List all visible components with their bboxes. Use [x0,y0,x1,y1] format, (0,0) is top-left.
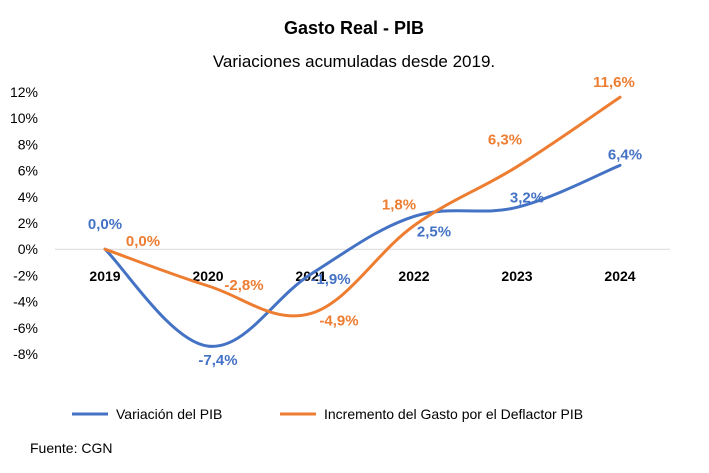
data-label: -4,9% [319,312,358,329]
data-label: -7,4% [198,352,237,369]
y-tick-label: 12% [10,84,38,100]
y-tick-label: -6% [13,320,38,336]
y-tick-label: 6% [18,163,38,179]
data-label: 6,3% [488,132,522,149]
data-label: 0,0% [126,233,160,250]
y-tick-label: 0% [18,241,38,257]
y-tick-label: 8% [18,136,38,152]
legend-label: Variación del PIB [116,406,222,422]
legend: Variación del PIB Incremento del Gasto po… [72,406,583,422]
x-tick-label: 2022 [398,268,429,284]
data-label: 1,8% [382,197,416,214]
chart-subtitle: Variaciones acumuladas desde 2019. [213,52,495,71]
data-label: -2,8% [224,277,263,294]
y-tick-label: -2% [13,267,38,283]
y-tick-label: 10% [10,110,38,126]
data-labels: 0,0% -7,4% -1,9% 2,5% 3,2% 6,4% 0,0% -2,8% -4,9%… [88,74,642,369]
y-tick-label: 4% [18,189,38,205]
y-tick-label: 2% [18,215,38,231]
data-label: 3,2% [510,189,544,206]
series-lines [103,95,622,348]
x-tick-label: 2020 [192,268,223,284]
y-tick-label: -4% [13,294,38,310]
legend-label: Incremento del Gasto por el Deflactor PI… [324,406,583,422]
data-label: 2,5% [417,223,451,240]
series-line [103,163,622,348]
data-label: 6,4% [608,146,642,163]
y-axis: 12% 10% 8% 6% 4% 2% 0% -2% -4% -6% -8% [10,84,38,362]
x-tick-label: 2019 [89,268,120,284]
source-note: Fuente: CGN [30,440,113,456]
chart-title: Gasto Real - PIB [284,18,424,38]
data-label: -1,9% [311,271,350,288]
series-line [103,95,622,318]
y-tick-label: -8% [13,346,38,362]
data-label: 11,6% [593,74,635,91]
x-tick-label: 2023 [501,268,532,284]
data-label: 0,0% [88,216,122,233]
x-tick-label: 2024 [604,268,635,284]
